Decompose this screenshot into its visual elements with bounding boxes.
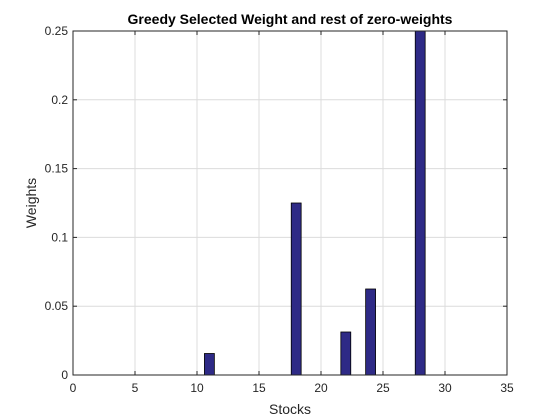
bar xyxy=(365,288,376,376)
x-tick-label: 0 xyxy=(70,381,77,395)
x-axis-label: Stocks xyxy=(269,401,311,417)
plot-frame xyxy=(72,30,508,376)
y-tick-label: 0.05 xyxy=(45,299,69,313)
y-tick-label: 0 xyxy=(61,368,68,382)
y-tick-label: 0.2 xyxy=(51,93,68,107)
bar xyxy=(340,331,352,376)
bar xyxy=(290,202,302,376)
y-tick-label: 0.1 xyxy=(51,230,68,244)
y-tick-label: 0.15 xyxy=(45,162,69,176)
bars xyxy=(204,30,426,376)
grid xyxy=(72,30,508,376)
bar xyxy=(204,353,215,376)
y-axis-label: Weights xyxy=(23,178,39,228)
x-tick-label: 10 xyxy=(190,381,204,395)
bar xyxy=(414,30,426,376)
x-tick-label: 15 xyxy=(252,381,266,395)
y-tick-label: 0.25 xyxy=(45,24,69,38)
chart-title: Greedy Selected Weight and rest of zero-… xyxy=(128,11,453,27)
x-tick-label: 5 xyxy=(132,381,139,395)
x-tick-label: 35 xyxy=(500,381,514,395)
x-tick-label: 20 xyxy=(314,381,328,395)
x-tick-label: 30 xyxy=(438,381,452,395)
ticks: 0 5 10 15 20 25 30 35 0 0.05 0.1 0.15 0.2 0.25 xyxy=(45,24,514,395)
x-tick-label: 25 xyxy=(376,381,390,395)
